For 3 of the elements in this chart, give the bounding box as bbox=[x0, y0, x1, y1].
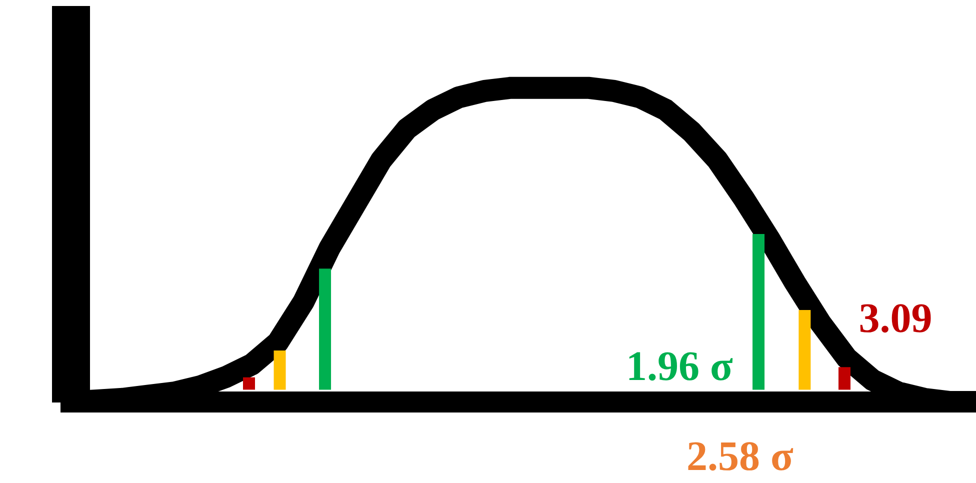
annotation: 3.09 bbox=[858, 296, 932, 342]
text: 2.58 σ bbox=[686, 434, 794, 480]
annotation: 1.96 σ bbox=[626, 344, 733, 390]
